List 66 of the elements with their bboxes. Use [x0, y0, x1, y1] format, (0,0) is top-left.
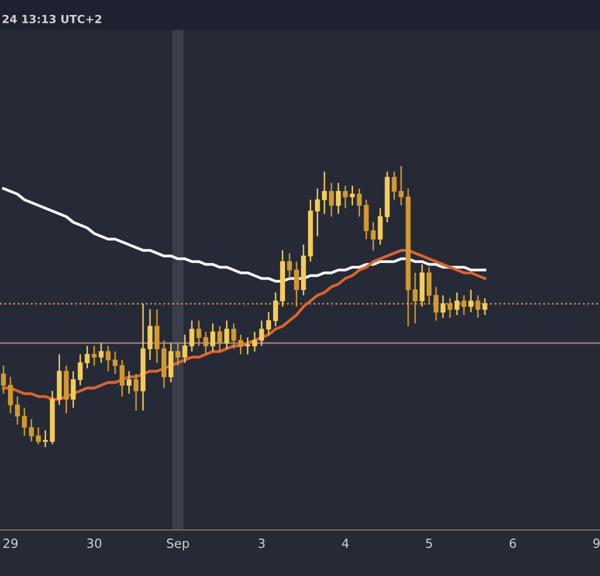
candlestick — [482, 297, 488, 316]
candlestick — [22, 407, 27, 437]
x-tick-label: 29 — [3, 538, 18, 548]
candlestick — [238, 334, 244, 356]
candlestick — [448, 297, 452, 318]
candlestick — [231, 322, 236, 350]
candlestick — [78, 354, 83, 386]
x-tick-label: Sep — [166, 538, 190, 550]
candlestick — [98, 342, 104, 364]
candlestick — [1, 364, 6, 394]
candlestick — [84, 345, 90, 370]
candlestick — [92, 345, 97, 366]
candlestick — [154, 308, 160, 364]
candlestick — [370, 222, 376, 252]
candlestick — [70, 370, 76, 408]
candlestick — [475, 294, 480, 318]
candlestick — [112, 350, 118, 375]
candlestick — [462, 294, 466, 316]
candlestick — [328, 182, 334, 218]
candlestick — [120, 359, 125, 398]
candlestick — [412, 272, 418, 324]
candlestick — [28, 418, 34, 442]
x-tick-label: 4 — [342, 538, 349, 548]
candlestick — [342, 185, 348, 209]
x-tick-label: 6 — [510, 538, 516, 548]
candlestick — [356, 188, 362, 218]
candlestick — [350, 185, 355, 206]
candlestick — [273, 292, 278, 327]
candlestick — [42, 430, 48, 448]
candlestick — [252, 331, 258, 352]
x-tick-label: 5 — [426, 538, 432, 548]
candlestick — [322, 170, 327, 215]
candlestick — [175, 342, 180, 366]
text: 24 13:13 UTC+2 — [2, 14, 102, 24]
x-tick-label: 9 — [593, 538, 600, 548]
candlestick — [182, 334, 188, 364]
candlestick — [126, 370, 132, 394]
candlestick — [434, 286, 438, 322]
x-tick-label: 30 — [87, 538, 102, 548]
candlestick — [15, 396, 20, 426]
candlestick — [468, 289, 474, 313]
candlestick — [392, 170, 397, 200]
candlestick — [378, 207, 383, 246]
candlestick — [245, 336, 250, 356]
candlestick — [336, 182, 341, 215]
candlestick — [440, 294, 446, 318]
candlestick — [294, 260, 299, 308]
x-tick-label: 3 — [258, 538, 265, 548]
candlestick — [148, 308, 152, 361]
candlestick — [106, 345, 111, 372]
candlestick — [224, 320, 230, 350]
candlestick — [36, 426, 41, 445]
candlestick — [189, 320, 194, 352]
candlestick — [454, 292, 460, 316]
candlestick — [287, 252, 292, 280]
candlestick — [259, 320, 264, 347]
candlestick — [426, 266, 432, 304]
candlestick — [8, 376, 13, 414]
candlestick — [210, 322, 216, 352]
candlestick — [315, 188, 320, 237]
candlestick — [266, 311, 272, 336]
candlestick — [203, 331, 208, 356]
candlestick — [196, 320, 202, 347]
candlestick — [134, 373, 138, 412]
candlestick — [217, 326, 222, 352]
candlestick — [398, 165, 404, 206]
